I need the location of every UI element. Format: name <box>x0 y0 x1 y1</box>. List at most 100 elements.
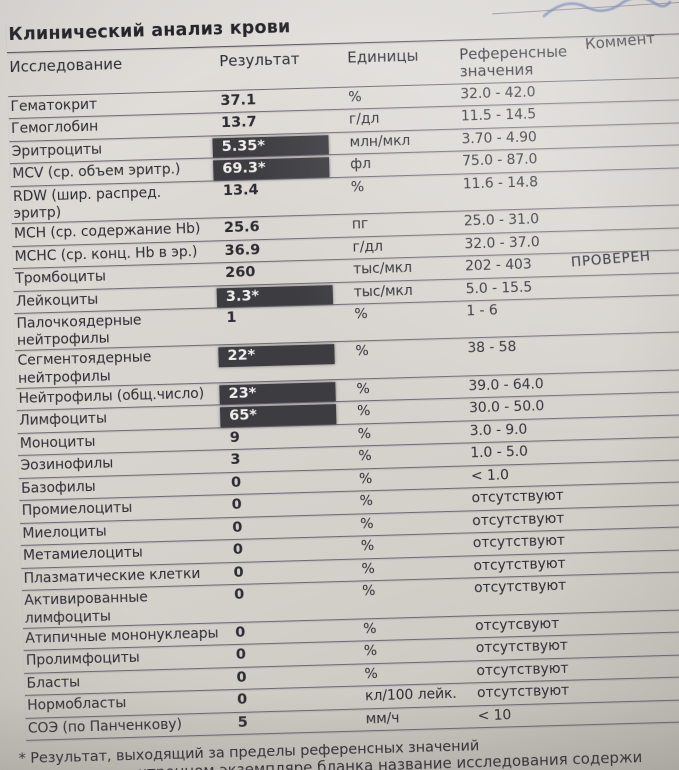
result-cell: 260 <box>213 262 353 283</box>
units-cell: фл <box>349 156 372 173</box>
reference-cell: отсутствуют <box>472 533 566 552</box>
result-cell: 0 <box>225 688 365 709</box>
units-cell: % <box>356 380 370 398</box>
result-value: 0 <box>230 474 242 491</box>
units-cell: г/дл <box>352 238 384 256</box>
units-cell: мм/ч <box>365 710 400 727</box>
test-name-cell: Палочкоядерные нейтрофилы <box>16 312 142 350</box>
reference-cell: отсутствуют <box>476 660 569 679</box>
column-header-test: Исследование <box>9 54 123 77</box>
result-cell: 0 <box>222 584 362 605</box>
reference-cell: < 1.0 <box>470 467 510 485</box>
result-cell: 37.1 <box>208 89 348 110</box>
reference-cell: 5.0 - 15.5 <box>465 279 533 297</box>
result-value: 0 <box>235 624 246 641</box>
result-cell: 36.9 <box>212 239 352 260</box>
comment-cell <box>625 552 679 570</box>
comment-cell <box>629 679 679 697</box>
comment-cell <box>623 462 679 480</box>
reference-cell: 39.0 - 64.0 <box>468 375 544 394</box>
reference-cell: 25.0 - 31.0 <box>463 211 540 230</box>
result-cell: 13.7 <box>209 112 349 133</box>
units-cell: % <box>359 493 374 510</box>
result-value: 0 <box>236 669 247 686</box>
comment-cell <box>616 230 679 248</box>
units-cell: % <box>361 583 376 600</box>
result-value: 0 <box>236 691 248 709</box>
result-cell: 0 <box>221 561 361 582</box>
result-cell: 69.3* <box>210 157 350 181</box>
comment-cell <box>614 147 679 165</box>
comment-cell <box>625 529 679 547</box>
units-cell: % <box>362 620 377 637</box>
comment-cell <box>628 657 679 675</box>
units-cell: % <box>357 426 372 443</box>
test-name-cell: Гематокрит <box>10 96 98 115</box>
test-name-cell: Промиелоциты <box>21 500 133 520</box>
comment-cell <box>622 439 679 457</box>
result-value: 3.3* <box>216 284 334 308</box>
test-name-cell: Эритроциты <box>11 141 103 160</box>
result-value: 9 <box>229 429 241 446</box>
reference-cell: 1 - 6 <box>466 302 498 320</box>
result-value: 0 <box>232 519 243 536</box>
result-value: 0 <box>231 497 242 514</box>
comment-cell <box>629 702 679 720</box>
comment-cell <box>623 484 679 502</box>
result-value: 69.3* <box>213 157 330 181</box>
comment-cell <box>618 297 679 315</box>
result-cell: 0 <box>221 539 361 560</box>
comment-cell <box>619 334 679 352</box>
test-name-cell: MCV (ср. объем эритр.) <box>12 161 181 183</box>
reference-cell: отсутствуют <box>475 637 569 657</box>
result-value: 3 <box>230 452 241 469</box>
column-header-units: Единицы <box>346 46 419 67</box>
result-value: 0 <box>233 587 245 604</box>
column-header-comment: Коммент <box>584 29 656 54</box>
comment-cell <box>627 634 679 652</box>
test-name-cell: Сегментоядерные нейтрофилы <box>17 349 152 387</box>
units-cell: тыс/мкл <box>353 282 413 301</box>
test-name-cell: Активированные лимфоциты <box>24 589 148 627</box>
test-name-cell: Тромбоциты <box>15 268 107 288</box>
reference-cell: 32.0 - 42.0 <box>460 83 536 103</box>
result-cell: 65* <box>217 404 357 428</box>
result-value: 23* <box>219 381 336 405</box>
test-name-cell: Нормобласты <box>26 695 127 714</box>
result-cell: 5 <box>226 711 366 732</box>
result-value: 13.7 <box>220 114 257 132</box>
reference-cell: 11.5 - 14.5 <box>460 106 537 125</box>
result-value: 0 <box>233 564 244 581</box>
reference-cell: < 10 <box>477 706 512 724</box>
result-value: 37.1 <box>220 91 257 109</box>
units-cell: % <box>348 88 362 106</box>
result-cell: 0 <box>223 621 363 642</box>
units-cell: г/дл <box>348 110 380 128</box>
result-cell: 5.35* <box>209 134 349 158</box>
result-value: 0 <box>235 646 247 664</box>
test-name-cell: Лейкоциты <box>15 291 99 310</box>
result-value: 36.9 <box>224 241 261 259</box>
result-cell: 0 <box>219 494 359 515</box>
result-cell: 0 <box>219 471 359 492</box>
reference-cell: 75.0 - 87.0 <box>461 151 538 170</box>
result-value: 5.35* <box>212 134 329 158</box>
reference-cell: 3.70 - 4.90 <box>461 128 537 148</box>
test-name-cell: RDW (шир. распред. эритр) <box>12 184 162 223</box>
result-cell: 3 <box>218 449 358 470</box>
test-name-cell: Гемоглобин <box>10 118 99 138</box>
test-name-cell: Лимфоциты <box>19 410 108 430</box>
units-cell: пг <box>351 216 369 233</box>
reference-cell: отсутствуют <box>471 488 564 507</box>
pen-mark-icon <box>542 0 672 18</box>
units-cell: млн/мкл <box>349 132 411 151</box>
result-value: 13.4 <box>222 182 259 200</box>
result-cell: 13.4 <box>211 180 351 201</box>
results-table-body: Гематокрит 37.1 % 32.0 - 42.0 Гемоглобин… <box>8 77 679 741</box>
result-value: 22* <box>218 344 335 368</box>
reference-cell: отсутствуют <box>476 682 570 702</box>
units-cell: % <box>363 643 378 660</box>
result-cell: 0 <box>224 643 364 664</box>
